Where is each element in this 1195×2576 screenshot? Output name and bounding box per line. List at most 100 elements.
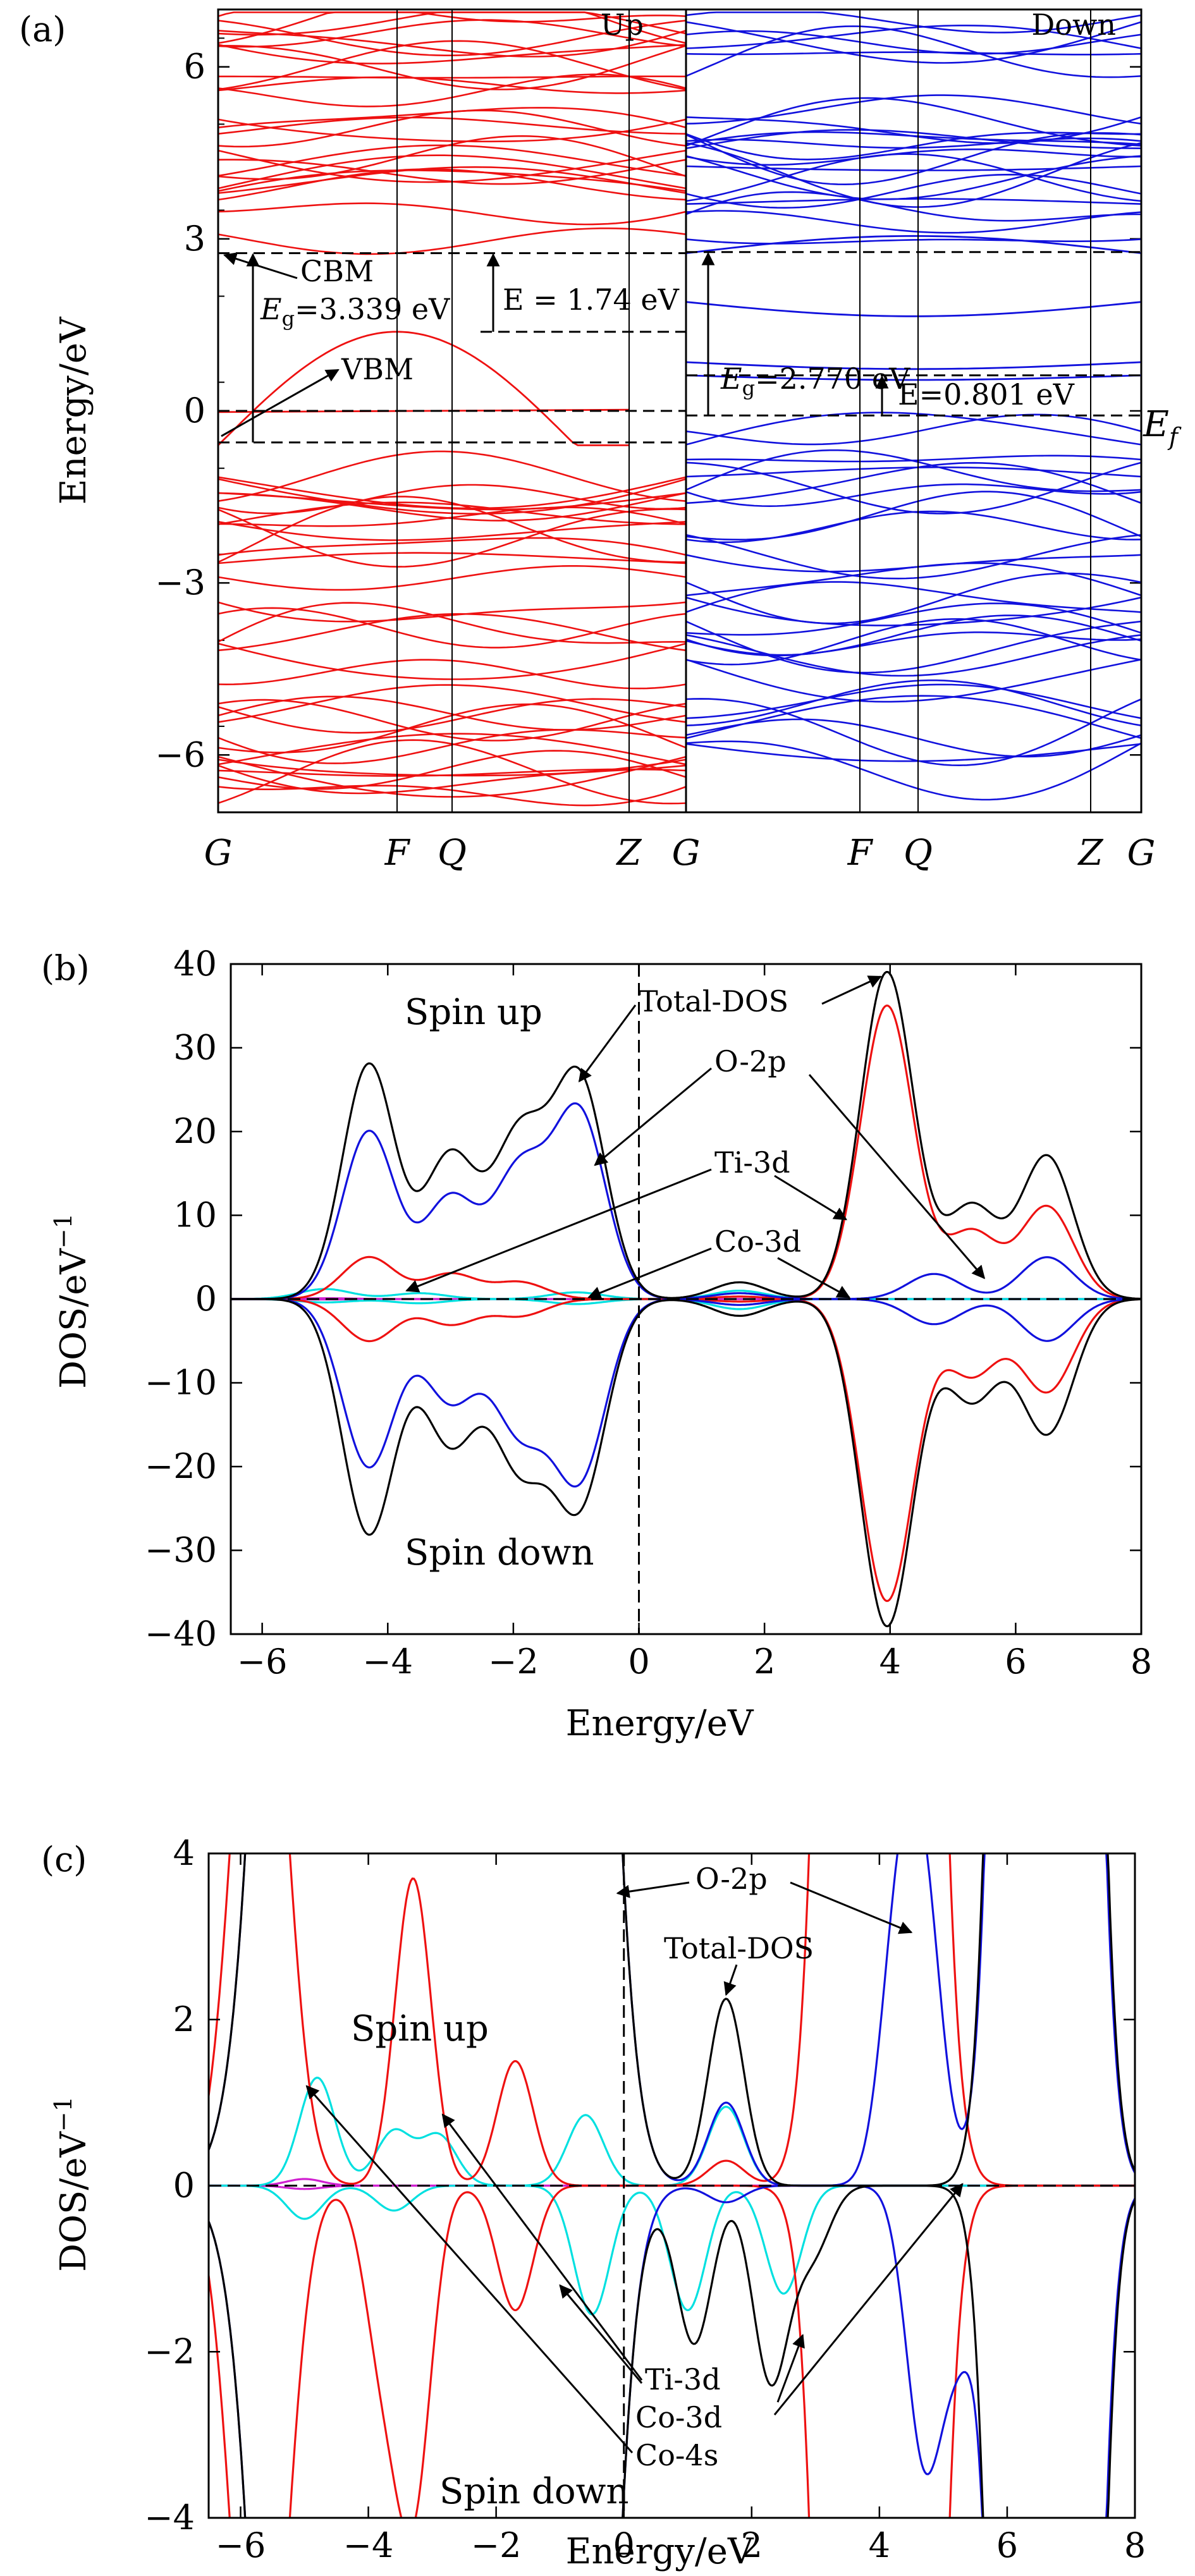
spin-down-impurity-band xyxy=(685,235,1142,254)
xtick-label: 8 xyxy=(1131,1642,1152,1682)
dos-series-ti-3d xyxy=(209,1853,1135,2187)
ytick-label: 0 xyxy=(195,1279,217,1319)
spin-down-band xyxy=(685,173,1142,209)
kpoint-label: G xyxy=(204,833,233,874)
label-co-3d: Co-3d xyxy=(635,2400,722,2434)
panel-a-annotations: CBM VBM Eg=3.339 eV E = 1.74 eV Eg=2.770 eVE… xyxy=(218,251,1141,444)
cbm-pointer-arrow xyxy=(223,252,298,279)
xtick-label: −6 xyxy=(216,2525,266,2565)
spin-down-band xyxy=(685,614,1142,656)
dos-series-co-3d xyxy=(209,2184,1135,2316)
spin-down-band xyxy=(685,510,1142,544)
arrow-co-4s xyxy=(305,2085,634,2453)
xtick-label: 4 xyxy=(879,1642,901,1682)
panel-b: (b) DOS/eV−1 Energy/eV −6 −4 −2 0 2 4 6 8−40−30… xyxy=(41,944,1152,1744)
panel-a-label: (a) xyxy=(19,9,66,49)
kpoint-label: Z xyxy=(616,833,642,874)
panel-b-label: (b) xyxy=(41,948,90,988)
kpoint-label: G xyxy=(1127,833,1156,874)
arrow-ti-3d-right xyxy=(774,1175,848,1221)
panel-c-plot: −6 −4 −2 0 2 4 6 8 −4 −2 0 2 4 Spin up Spin down O-2p To… xyxy=(144,1833,1146,2565)
ytick-label: 0 xyxy=(173,2166,195,2206)
spin-down-band xyxy=(685,11,1142,34)
panel-b-xlabel: Energy/eV xyxy=(566,1703,754,1744)
label-o-2p: O-2p xyxy=(714,1044,787,1078)
panel-a-down-label: Down xyxy=(1031,8,1116,42)
spin-down-band xyxy=(685,679,1142,726)
spin-down-text: Spin down xyxy=(439,2471,629,2512)
spin-down-impurity-band xyxy=(685,361,1142,370)
dos-series-total-dos xyxy=(209,2184,1135,2518)
label-ti-3d: Ti-3d xyxy=(645,2362,721,2396)
dos-series-ti-3d xyxy=(231,1004,1141,1300)
ytick-label: −40 xyxy=(145,1614,217,1654)
dos-series-ti-3d xyxy=(231,1298,1141,1602)
spin-down-band xyxy=(685,129,1142,149)
ytick-label: 2 xyxy=(173,1999,195,2039)
arrow-total-dos-right xyxy=(821,975,882,1005)
arrow-o-2p-left xyxy=(616,1881,690,1898)
spin-down-impurity-band xyxy=(685,301,1142,317)
down-gap-label: Eg=2.770 eV xyxy=(720,362,910,400)
spin-down-band xyxy=(685,131,1142,161)
xtick-label: 2 xyxy=(754,1642,775,1682)
panel-a-up-label: Up xyxy=(601,8,644,42)
arrow-o-2p-right xyxy=(790,1881,913,1934)
dos-series-o-2p xyxy=(209,1853,1135,2187)
spin-down-band xyxy=(685,210,1142,234)
cbm-label: CBM xyxy=(300,254,374,288)
spin-down-band xyxy=(685,534,1142,580)
kpoint-label: Q xyxy=(904,833,933,874)
arrow-ti-3d-a xyxy=(441,2113,643,2381)
panel-c-xlabel: Energy/eV xyxy=(566,2531,754,2572)
spin-down-band xyxy=(685,683,1142,719)
spin-down-band xyxy=(685,718,1142,758)
spin-down-band xyxy=(685,137,1142,149)
spin-down-band xyxy=(685,620,1142,674)
dos-series-total-dos xyxy=(209,1853,1135,2187)
arrow-ti-3d-left xyxy=(405,1168,712,1293)
xtick-label: −2 xyxy=(488,1642,539,1682)
xtick-label: −4 xyxy=(362,1642,413,1682)
panel-a-ytick-label: 3 xyxy=(184,219,205,259)
up-gap-label: Eg=3.339 eV xyxy=(260,292,450,331)
spin-down-impurity-band xyxy=(685,374,1142,381)
xtick-label: 2 xyxy=(741,2525,763,2565)
panel-a-ylabel: Energy/eV xyxy=(53,316,94,504)
xtick-label: 0 xyxy=(628,1642,649,1682)
spin-down-text: Spin down xyxy=(405,1532,594,1573)
spin-down-band xyxy=(685,132,1142,186)
panel-c: (c) DOS/eV−1 Energy/eV −6 −4 −2 0 2 4 6 8 −4 −2 0 2… xyxy=(41,1833,1146,2572)
spin-down-band xyxy=(685,413,1142,446)
spin-down-band xyxy=(685,51,1142,56)
vbm-label: VBM xyxy=(341,352,414,386)
kpoint-label: F xyxy=(384,833,411,874)
panel-a-fermi-label: Ef xyxy=(1143,404,1182,451)
ytick-label: 4 xyxy=(173,1833,195,1873)
spin-down-band xyxy=(685,25,1142,49)
spin-down-band xyxy=(685,740,1142,801)
xtick-label: −2 xyxy=(471,2525,522,2565)
label-total-dos: Total-DOS xyxy=(664,1931,814,1965)
spin-down-band xyxy=(685,238,1142,245)
spin-down-band xyxy=(685,461,1142,504)
vbm-pointer-arrow xyxy=(221,369,340,437)
dos-series-total-dos xyxy=(231,1298,1141,1628)
spin-down-band xyxy=(685,562,1142,597)
panel-a-ytick-label: 6 xyxy=(184,47,205,87)
up-impurity-label: E = 1.74 eV xyxy=(503,283,680,317)
ytick-label: −10 xyxy=(145,1363,217,1403)
spin-down-band xyxy=(685,581,1142,613)
spin-down-band xyxy=(685,21,1142,64)
ytick-label: −2 xyxy=(144,2331,195,2371)
spin-down-band xyxy=(685,659,1142,703)
spin-down-band xyxy=(685,30,1142,55)
panel-c-label: (c) xyxy=(41,1840,87,1879)
dos-series-ti-3d xyxy=(209,2184,1135,2518)
kpoint-label: Z xyxy=(1077,833,1104,874)
ytick-label: 20 xyxy=(173,1111,217,1151)
ytick-label: 30 xyxy=(173,1028,217,1068)
spin-down-band xyxy=(685,572,1142,625)
